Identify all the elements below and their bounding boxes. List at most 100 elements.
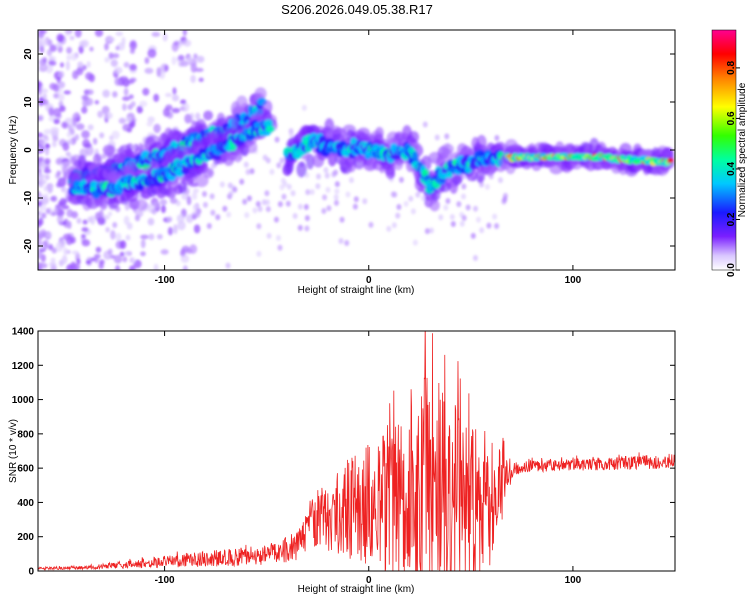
spectrogram-halo <box>233 149 243 163</box>
spectrogram-speckle <box>122 256 128 263</box>
spectrogram-speckle <box>412 239 418 246</box>
spectrogram-ridge-cell <box>667 157 674 164</box>
spectrogram-speckle <box>55 182 63 188</box>
spectrogram-speckle <box>288 131 294 138</box>
spectrogram-speckle <box>501 198 507 205</box>
spectrogram-speckle <box>147 217 155 226</box>
spectrogram-speckle <box>140 251 146 257</box>
spectrogram-speckle <box>181 245 190 252</box>
spectrogram-speckle <box>66 131 72 138</box>
snr-series-line <box>38 331 675 571</box>
spectrogram-speckle <box>47 244 54 251</box>
spectrogram-speckle <box>202 201 208 208</box>
spectrogram-speckle <box>61 204 70 210</box>
spectrogram-speckle <box>66 54 72 61</box>
spectrogram-speckle <box>128 94 134 100</box>
spectrogram-speckle <box>108 52 114 60</box>
spectrogram-speckle <box>206 222 212 229</box>
spectrogram-speckle <box>106 36 116 42</box>
spectrogram-speckle <box>186 195 192 206</box>
spectrogram-speckle <box>131 257 136 264</box>
spectrogram-speckle <box>222 205 228 212</box>
spectrogram-speckle <box>304 225 310 232</box>
spectrogram-speckle <box>305 189 311 196</box>
spectrogram-speckle <box>344 240 350 247</box>
spectrogram-speckle <box>151 31 161 37</box>
spectrogram-speckle <box>41 212 47 219</box>
spectrogram-speckle <box>64 117 74 124</box>
spectrogram-speckle <box>444 133 450 140</box>
spectrogram-speckle <box>72 117 77 127</box>
spectrogram-speckle <box>334 181 340 188</box>
spectrogram-speckle <box>55 157 63 166</box>
spectrogram-speckle <box>50 56 57 62</box>
spectrogram-speckle <box>70 236 76 244</box>
spectrogram-speckle <box>90 257 97 262</box>
spectrogram-speckle <box>115 45 120 51</box>
spectrogram-speckle <box>264 190 270 197</box>
spectrogram-speckle <box>281 193 287 200</box>
spectrogram-speckle <box>484 183 490 190</box>
spectrogram-ridge-cell <box>411 151 419 162</box>
spectrogram-halo <box>103 159 118 174</box>
spectrogram-speckle <box>191 191 198 200</box>
spectrogram-speckle <box>286 183 292 190</box>
spectrogram-speckle <box>177 41 185 46</box>
colorbar-gradient <box>711 29 737 271</box>
spectrogram-speckle <box>101 153 107 160</box>
snr-x-axis: -100 0 100 <box>155 331 582 586</box>
spectrogram-speckle <box>290 190 296 197</box>
spectrogram-speckle <box>169 197 178 204</box>
spectrogram-speckle <box>115 31 124 37</box>
spectrogram-speckle <box>164 92 173 98</box>
spectrogram-speckle <box>129 63 137 71</box>
spectrogram-speckle <box>171 94 180 102</box>
spectrogram-speckle <box>65 60 70 71</box>
spectrogram-speckle <box>180 99 187 105</box>
spectrogram-speckle <box>39 139 46 146</box>
spectrogram-speckle <box>58 200 63 206</box>
spectrogram-speckle <box>97 217 106 226</box>
spectrogram-speckle <box>122 103 127 111</box>
spectrogram-speckle <box>48 186 54 193</box>
spectrogram-speckle <box>39 160 46 171</box>
spectrogram-speckle <box>71 250 80 255</box>
spectrogram-speckle <box>104 42 109 51</box>
spectrogram-speckle <box>276 162 282 169</box>
spectrogram-speckle <box>43 185 48 192</box>
snr-frame <box>37 330 676 572</box>
spectrogram-speckle <box>166 216 173 222</box>
snr-y-tick-label: 200 <box>17 532 34 543</box>
spectrogram-speckle <box>392 191 398 198</box>
spectrogram-speckle <box>107 248 113 255</box>
snr-x-label: Height of straight line (km) <box>298 584 415 595</box>
snr-y-axis: 0 200 400 600 800 1000 1200 1400 <box>12 327 675 578</box>
spectrogram-speckle <box>112 222 118 229</box>
spectrogram-halo <box>135 199 148 211</box>
spectrogram-speckle <box>193 224 201 234</box>
spectrogram-speckle <box>64 30 72 37</box>
spectrogram-speckle <box>142 87 150 96</box>
spectrogram-halo <box>203 167 214 179</box>
spectrogram-speckle <box>42 88 49 94</box>
spectrogram-speckle <box>194 67 204 73</box>
spectrogram-speckle <box>39 45 45 54</box>
spectrogram-speckle <box>201 190 207 197</box>
snr-x-tick-label: 0 <box>366 575 372 586</box>
spectrogram-speckle <box>333 194 339 201</box>
spectrogram-speckle <box>408 195 414 202</box>
spectrogram-ridge-cell <box>263 119 273 128</box>
snr-panel: -100 0 100 0 200 400 600 800 1000 1200 1400 Heigh… <box>8 327 676 595</box>
spectrogram-speckle <box>59 62 65 68</box>
spectrogram-speckle <box>78 40 87 47</box>
spectrogram-speckle <box>323 167 329 174</box>
spectrogram-speckle <box>177 220 186 231</box>
spectrogram-speckle <box>297 203 303 210</box>
spectrogram-speckle <box>243 161 249 168</box>
spectrogram-speckle <box>70 53 78 61</box>
spectrogram-speckle <box>395 212 401 219</box>
spectrogram-speckle <box>104 56 110 63</box>
spectrogram-speckle <box>81 227 89 233</box>
spectrogram-speckle <box>196 55 205 63</box>
spectrogram-speckle <box>403 200 409 207</box>
